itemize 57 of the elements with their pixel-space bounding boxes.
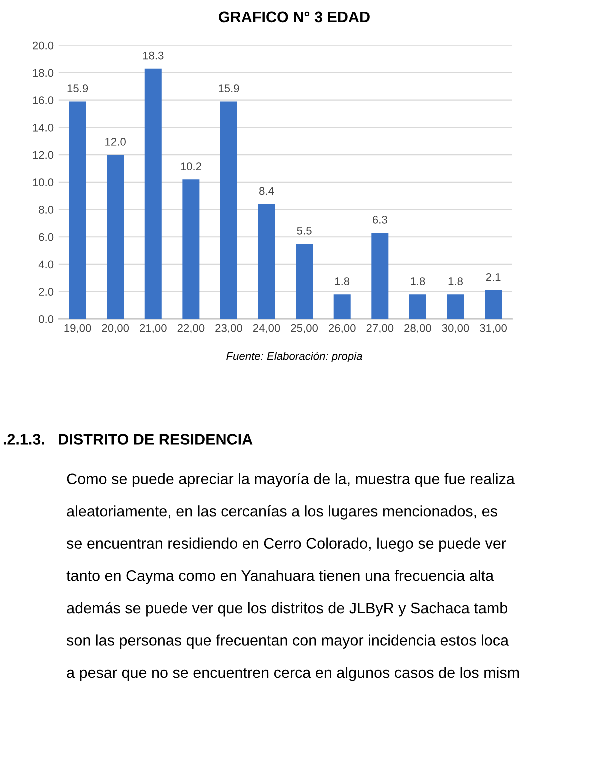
- bar: [296, 244, 314, 320]
- bar: [69, 102, 86, 320]
- bar: [182, 180, 200, 320]
- bar: [485, 290, 502, 320]
- data-label: 5.5: [297, 227, 312, 235]
- text: a pesar que no se encuentren cerca en algunos casos de los mism: [67, 667, 520, 682]
- x-tick-label: 24,00: [253, 324, 280, 334]
- data-label: 10.2: [181, 162, 202, 171]
- y-tick-label: 0.0: [39, 315, 54, 324]
- x-tick-label: 20,00: [102, 324, 130, 334]
- data-label: 18.3: [143, 52, 164, 60]
- x-tick-label: 28,00: [404, 324, 432, 334]
- bar: [144, 68, 162, 320]
- text: son las personas que frecuentan con mayor incidencia estos loca: [66, 634, 510, 649]
- y-tick-label: 18.0: [33, 69, 54, 78]
- y-tick-label: 20.0: [32, 42, 54, 50]
- data-label: 1.8: [335, 278, 350, 286]
- data-label: 12.0: [106, 138, 126, 146]
- bar: [372, 233, 389, 320]
- bar: [447, 294, 464, 320]
- text: además se puede ver que los distritos de JLByR y Sachaca tamb: [67, 602, 508, 617]
- bar: [409, 294, 426, 320]
- y-tick-label: 16.0: [33, 96, 54, 104]
- text: Como se puede apreciar la mayoría de la, muestra que fue realiza: [67, 473, 515, 488]
- chart-title: GRAFICO N° 3 EDAD: [219, 12, 370, 23]
- bar: [334, 294, 351, 320]
- data-label: 1.8: [411, 278, 426, 286]
- data-label: 6.3: [372, 216, 388, 224]
- source-note: Fuente: Elaboración: propia: [226, 352, 362, 362]
- bar: [107, 155, 124, 320]
- x-tick-label: 26,00: [329, 324, 356, 334]
- y-tick-label: 8.0: [39, 206, 54, 214]
- text: aleatoriamente, en las cercanías a los lugares mencionados, es: [67, 505, 498, 520]
- x-tick-label: 30,00: [442, 324, 470, 334]
- bar: [220, 102, 238, 320]
- y-tick-label: 12.0: [33, 151, 54, 160]
- x-tick-label: 27,00: [366, 324, 394, 334]
- x-tick-label: 21,00: [140, 324, 167, 334]
- x-tick-label: 23,00: [216, 324, 242, 334]
- bar: [258, 204, 276, 320]
- text: .2.1.3. DISTRITO DE RESIDENCIA: [4, 434, 253, 445]
- y-tick-label: 10.0: [33, 178, 54, 187]
- x-tick-label: 31,00: [480, 324, 507, 334]
- data-label: 1.8: [448, 278, 463, 286]
- y-tick-label: 14.0: [33, 124, 54, 132]
- x-tick-label: 19,00: [64, 324, 92, 334]
- y-tick-label: 6.0: [39, 233, 54, 242]
- x-tick-label: 22,00: [178, 324, 205, 334]
- y-tick-label: 2.0: [39, 288, 54, 296]
- x-tick-label: 25,00: [291, 324, 318, 334]
- y-tick-label: 4.0: [38, 260, 54, 269]
- data-label: 2.1: [486, 273, 501, 282]
- text: tanto en Cayma como en Yanahuara tienen una frecuencia alta: [66, 570, 494, 584]
- text: se encuentran residiendo en Cerro Colorado, luego se puede ver: [66, 538, 506, 552]
- data-label: 15.9: [68, 84, 88, 93]
- data-label: 8.4: [260, 187, 274, 196]
- data-label: 15.9: [219, 84, 240, 93]
